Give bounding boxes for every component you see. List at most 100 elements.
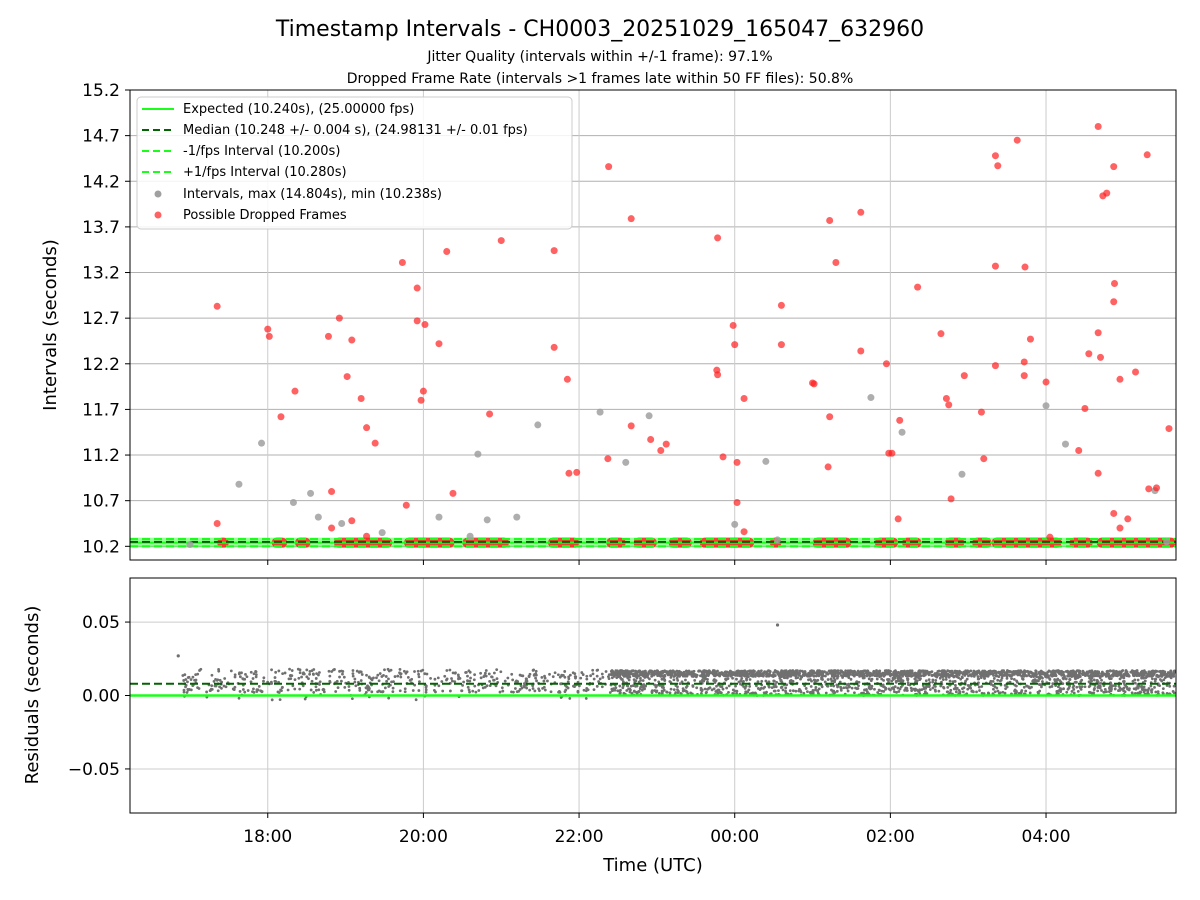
residual-point xyxy=(624,672,628,676)
residual-point xyxy=(424,688,428,692)
residual-point xyxy=(589,674,593,678)
residual-point xyxy=(655,683,659,687)
residual-point xyxy=(297,676,301,680)
residual-point xyxy=(1095,678,1099,682)
residual-point xyxy=(678,674,681,678)
residual-point xyxy=(376,673,380,677)
residual-point xyxy=(1041,680,1044,683)
residual-point xyxy=(618,684,622,688)
residual-point xyxy=(672,678,676,682)
residual-point xyxy=(1100,672,1104,675)
residual-point xyxy=(770,686,774,690)
dropped-frame-point xyxy=(947,495,955,503)
residual-point xyxy=(499,670,503,674)
residual-point xyxy=(403,690,407,694)
residual-point xyxy=(1022,685,1026,689)
residual-point xyxy=(808,678,812,681)
dropped-frame-point xyxy=(486,410,494,418)
residual-point xyxy=(857,680,861,684)
dropped-frame-point xyxy=(810,380,818,388)
residual-point xyxy=(318,680,322,684)
residual-point xyxy=(479,671,483,675)
residual-point xyxy=(646,672,650,676)
residual-point xyxy=(961,687,964,691)
interval-point xyxy=(731,520,739,528)
residual-point xyxy=(875,677,879,681)
dropped-frame-point xyxy=(1085,350,1093,358)
dropped-frame-point xyxy=(435,340,443,348)
residual-point xyxy=(753,691,757,695)
residual-point xyxy=(1141,674,1145,678)
dropped-frame-point xyxy=(942,394,950,402)
residual-point xyxy=(814,688,817,692)
residual-point xyxy=(183,673,187,677)
residual-point xyxy=(298,687,302,691)
residual-point xyxy=(269,680,273,684)
residual-point xyxy=(1055,669,1058,673)
residual-point xyxy=(861,674,865,678)
residual-point xyxy=(533,689,537,693)
residual-point xyxy=(1146,689,1150,693)
residual-point xyxy=(868,671,872,675)
residual-point xyxy=(611,689,615,692)
residual-point xyxy=(636,670,640,673)
residual-point xyxy=(1000,676,1004,680)
residual-point xyxy=(809,685,813,688)
residual-point xyxy=(581,673,585,676)
residual-point xyxy=(678,682,682,686)
x-tick-label: 02:00 xyxy=(866,827,915,847)
residual-point xyxy=(650,691,654,694)
dropped-frame-point xyxy=(604,455,612,463)
residual-point xyxy=(582,688,586,692)
residual-point xyxy=(865,674,869,678)
residual-point xyxy=(716,669,719,673)
dropped-frame-point xyxy=(402,501,410,509)
residual-point xyxy=(553,671,557,675)
residual-point xyxy=(220,686,223,690)
residual-point xyxy=(653,678,657,682)
residual-point xyxy=(708,670,712,674)
dropped-frame-point xyxy=(449,489,457,497)
residual-point xyxy=(1126,688,1130,691)
residual-point xyxy=(334,690,338,693)
residual-point xyxy=(1085,671,1089,674)
residual-point xyxy=(684,689,688,693)
residual-point xyxy=(857,684,860,688)
residual-point xyxy=(303,697,307,701)
residual-point xyxy=(777,689,780,693)
residual-point xyxy=(1080,672,1084,676)
interval-point xyxy=(235,480,243,488)
residual-point xyxy=(309,688,313,692)
residual-point xyxy=(1147,687,1151,690)
residual-point xyxy=(748,684,752,688)
residual-point xyxy=(1063,675,1066,679)
residual-point xyxy=(893,685,897,689)
residual-point xyxy=(708,686,712,690)
residual-point xyxy=(399,675,403,679)
residual-point xyxy=(640,688,644,692)
residual-point xyxy=(643,676,647,679)
residual-point xyxy=(991,669,995,673)
residual-point xyxy=(1149,684,1153,688)
residual-point xyxy=(595,684,599,688)
residual-point xyxy=(774,685,778,689)
residual-point xyxy=(754,675,757,678)
residual-point xyxy=(1144,676,1148,680)
residual-point xyxy=(314,677,318,680)
residual-point xyxy=(254,673,258,677)
residual-point xyxy=(498,690,502,694)
residual-point xyxy=(1096,689,1100,693)
dropped-frame-point xyxy=(1116,375,1124,383)
residual-point xyxy=(224,685,228,689)
residual-point xyxy=(823,680,827,684)
dropped-frame-point xyxy=(1020,358,1028,366)
dropped-frame-point xyxy=(662,440,670,448)
residual-point xyxy=(745,670,749,674)
residual-point xyxy=(706,678,709,681)
residual-point xyxy=(893,690,896,694)
residual-point xyxy=(1135,686,1139,690)
residual-point xyxy=(944,677,948,681)
residual-point xyxy=(421,668,425,672)
residual-point xyxy=(191,675,195,679)
residual-point xyxy=(994,674,998,678)
